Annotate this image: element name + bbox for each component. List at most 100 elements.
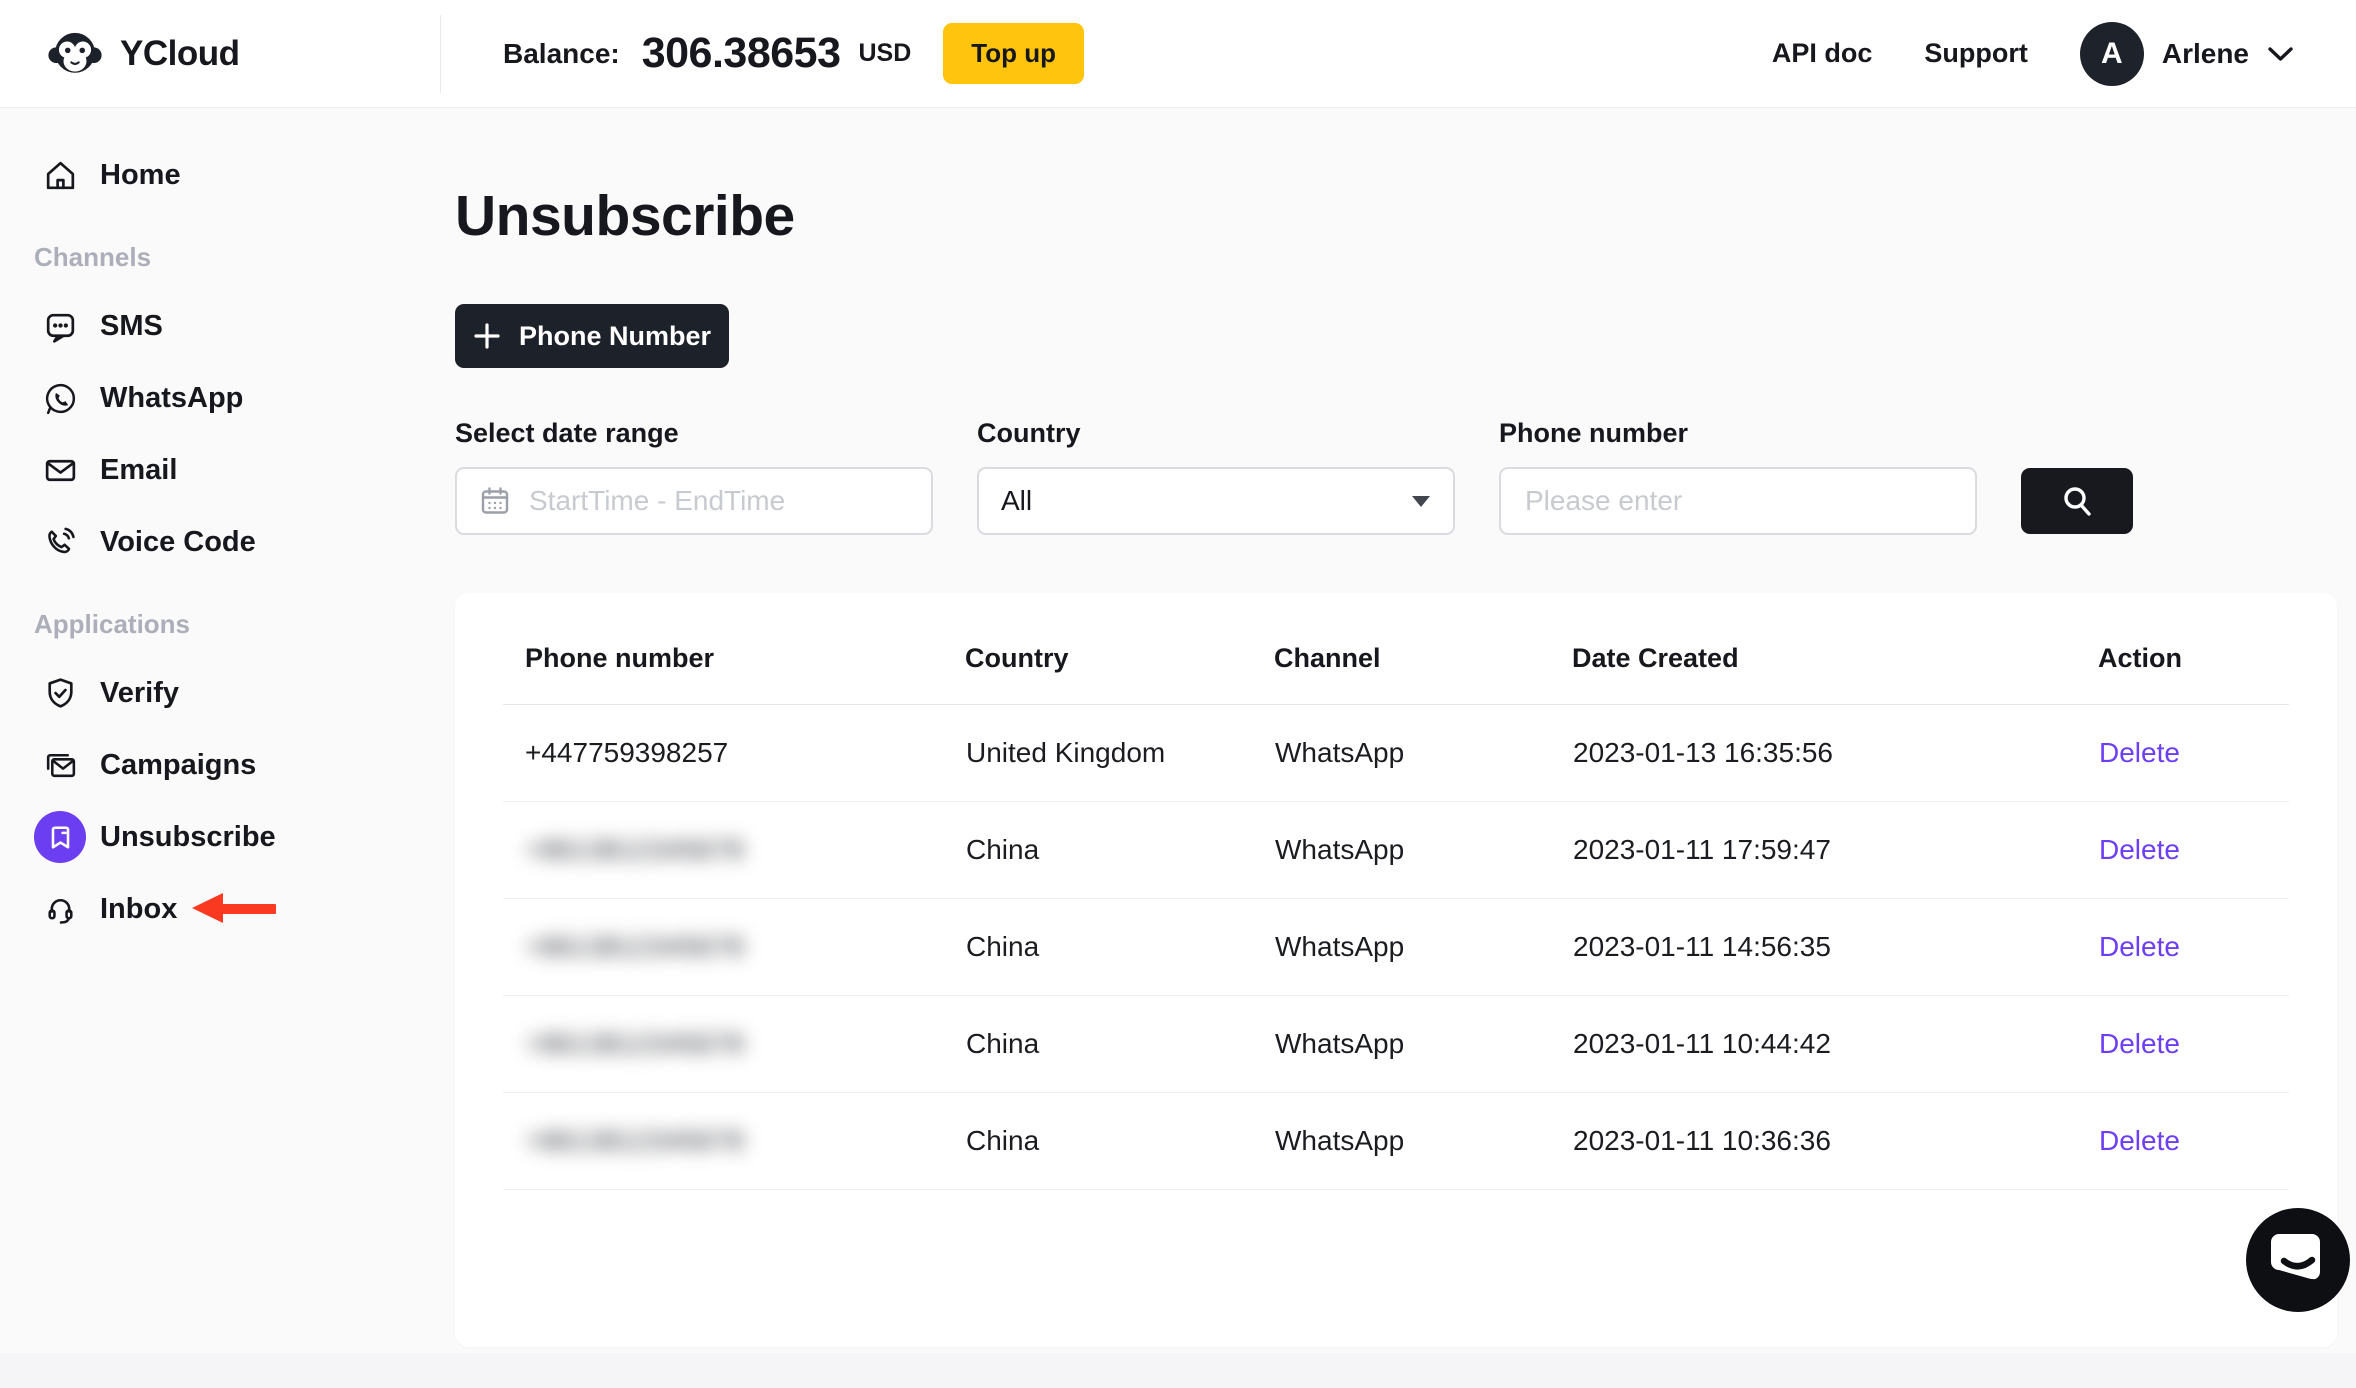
- column-header-channel: Channel: [1274, 593, 1572, 706]
- table-row: +8613812345678 China WhatsApp 2023-01-11 14…: [503, 898, 2289, 997]
- sidebar-item-label: SMS: [100, 309, 163, 342]
- top-bar: YCloud Balance: 306.38653 USD Top up API…: [0, 0, 2356, 108]
- country-filter: Country All: [977, 418, 1455, 536]
- cell-channel: WhatsApp: [1275, 1125, 1405, 1157]
- cell-date-created: 2023-01-11 10:36:36: [1573, 1125, 1831, 1157]
- page-title: Unsubscribe: [455, 184, 795, 248]
- cell-country: China: [966, 834, 1040, 866]
- date-range-label: Select date range: [455, 418, 679, 449]
- search-button[interactable]: [2021, 468, 2133, 535]
- add-phone-number-button[interactable]: Phone Number: [455, 304, 729, 369]
- sidebar-item-voice-code[interactable]: Voice Code: [0, 506, 441, 578]
- phone-number-input-wrap: [1499, 467, 1977, 536]
- calendar-icon: [479, 485, 527, 517]
- table-header: Phone number Country Channel Date Create…: [503, 593, 2289, 706]
- bottom-strip: [0, 1353, 2356, 1388]
- phone-number-filter: Phone number: [1499, 418, 1977, 536]
- country-select[interactable]: All: [977, 467, 1455, 536]
- brand: YCloud: [0, 0, 441, 107]
- campaigns-icon: [34, 739, 86, 791]
- cell-channel: WhatsApp: [1275, 931, 1405, 963]
- main-content: Unsubscribe Phone Number Select date ran…: [441, 108, 2356, 1353]
- column-header-country: Country: [965, 593, 1274, 706]
- cell-phone-number: +447759398257: [525, 737, 729, 769]
- plus-icon: [473, 322, 501, 350]
- table-row: +8613812345678 China WhatsApp 2023-01-11 10…: [503, 1092, 2289, 1191]
- annotation-arrow: [190, 888, 276, 928]
- add-phone-number-label: Phone Number: [518, 320, 712, 351]
- sidebar-item-inbox[interactable]: Inbox: [0, 873, 441, 945]
- delete-link[interactable]: Delete: [2099, 737, 2180, 769]
- ycloud-logo-icon: [46, 25, 104, 83]
- email-icon: [34, 444, 86, 496]
- country-select-value: All: [1001, 485, 1033, 517]
- sidebar-item-whatsapp[interactable]: WhatsApp: [0, 362, 441, 434]
- balance-value: 306.38653: [641, 29, 841, 77]
- chat-bubble-icon: [2246, 1208, 2350, 1312]
- top-up-button[interactable]: Top up: [943, 23, 1084, 84]
- cell-phone-number: +8613812345678: [525, 1028, 744, 1060]
- column-header-date: Date Created: [1572, 593, 2098, 706]
- delete-link[interactable]: Delete: [2099, 1125, 2180, 1157]
- balance-group: Balance: 306.38653 USD: [503, 29, 911, 78]
- user-menu[interactable]: A Arlene: [2079, 21, 2294, 86]
- table-row: +8613812345678 China WhatsApp 2023-01-11 10…: [503, 995, 2289, 1094]
- unsubscribe-table: Phone number Country Channel Date Create…: [503, 593, 2289, 1191]
- sidebar-item-email[interactable]: Email: [0, 434, 441, 506]
- sidebar-item-home[interactable]: Home: [0, 139, 441, 211]
- country-label: Country: [977, 418, 1081, 449]
- sidebar-item-label: WhatsApp: [100, 381, 244, 414]
- date-range-input[interactable]: [527, 484, 909, 519]
- cell-country: China: [966, 1028, 1040, 1060]
- user-name: Arlene: [2161, 37, 2249, 69]
- phone-number-label: Phone number: [1499, 418, 1689, 449]
- cell-date-created: 2023-01-11 14:56:35: [1573, 931, 1831, 963]
- table-body: +447759398257 United Kingdom WhatsApp 2023-…: [503, 704, 2289, 1191]
- whatsapp-icon: [34, 372, 86, 424]
- cell-country: China: [966, 931, 1040, 963]
- cell-channel: WhatsApp: [1275, 1028, 1405, 1060]
- sidebar-item-unsubscribe[interactable]: Unsubscribe: [0, 801, 441, 873]
- sidebar-section-applications: Applications: [34, 608, 191, 639]
- sidebar: Home Channels SMS: [0, 108, 441, 1353]
- sidebar-item-label: Voice Code: [100, 525, 256, 558]
- support-link[interactable]: Support: [1924, 38, 2028, 68]
- api-doc-link[interactable]: API doc: [1771, 38, 1873, 68]
- phone-number-input[interactable]: [1523, 484, 1953, 519]
- cell-channel: WhatsApp: [1275, 834, 1405, 866]
- cell-channel: WhatsApp: [1275, 737, 1405, 769]
- page-body: Home Channels SMS: [0, 108, 2356, 1353]
- search-icon: [2059, 483, 2095, 519]
- cell-phone-number: +8613812345678: [525, 931, 744, 963]
- cell-country: United Kingdom: [966, 737, 1166, 769]
- unsubscribe-bookmark-icon: [34, 811, 86, 863]
- cell-date-created: 2023-01-11 10:44:42: [1573, 1028, 1831, 1060]
- cell-date-created: 2023-01-13 16:35:56: [1573, 737, 1833, 769]
- sidebar-item-label: Verify: [100, 676, 179, 709]
- cell-country: China: [966, 1125, 1040, 1157]
- sidebar-item-sms[interactable]: SMS: [0, 290, 441, 362]
- brand-name: YCloud: [120, 33, 240, 73]
- column-header-phone: Phone number: [503, 593, 965, 706]
- sidebar-item-label: Inbox: [100, 892, 178, 925]
- sidebar-item-verify[interactable]: Verify: [0, 657, 441, 729]
- topbar-right: API doc Support A Arlene: [1771, 21, 2356, 86]
- table-row: +447759398257 United Kingdom WhatsApp 2023-…: [503, 704, 2289, 803]
- sidebar-item-label: Email: [100, 453, 178, 486]
- headset-icon: [34, 883, 86, 935]
- sidebar-item-label: Unsubscribe: [100, 820, 276, 853]
- avatar[interactable]: A: [2079, 21, 2144, 86]
- home-icon: [34, 149, 86, 201]
- filter-bar: Select date range: [455, 418, 2356, 536]
- date-range-filter: Select date range: [455, 418, 933, 536]
- sidebar-item-campaigns[interactable]: Campaigns: [0, 729, 441, 801]
- sms-icon: [34, 300, 86, 352]
- delete-link[interactable]: Delete: [2099, 931, 2180, 963]
- table-row: +8613812345678 China WhatsApp 2023-01-11 17…: [503, 801, 2289, 900]
- chat-launcher-button[interactable]: [2246, 1208, 2350, 1312]
- delete-link[interactable]: Delete: [2099, 1028, 2180, 1060]
- balance-label: Balance:: [503, 37, 620, 69]
- caret-down-icon: [1411, 495, 1431, 508]
- delete-link[interactable]: Delete: [2099, 834, 2180, 866]
